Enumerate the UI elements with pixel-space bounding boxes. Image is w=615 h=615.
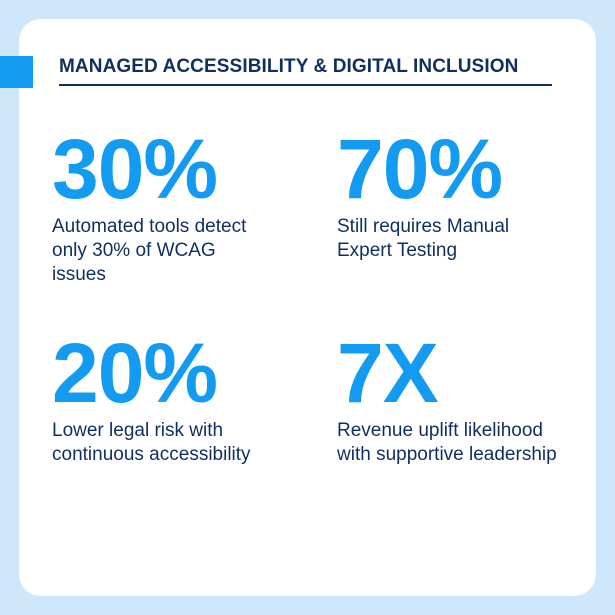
stat-value: 20% <box>52 326 218 420</box>
stat-automated-tools: 30% Automated tools detect only 30% of W… <box>52 127 267 287</box>
accent-bar <box>0 56 33 88</box>
stat-legal-risk: 20% Lower legal risk with continuous acc… <box>52 331 312 467</box>
title-divider <box>59 84 552 86</box>
stat-value: 7X <box>337 326 439 420</box>
infographic-card <box>19 19 596 596</box>
stat-description: Still requires Manual Expert Testing <box>337 216 510 261</box>
stat-description: Automated tools detect only 30% of WCAG … <box>52 216 247 285</box>
stat-value: 30% <box>52 122 218 216</box>
page-title: MANAGED ACCESSIBILITY & DIGITAL INCLUSIO… <box>59 56 519 77</box>
stat-manual-testing: 70% Still requires Manual Expert Testing <box>337 127 567 263</box>
stat-value: 70% <box>337 122 503 216</box>
stat-description: Revenue uplift likelihood with supportiv… <box>337 420 557 465</box>
stat-description: Lower legal risk with continuous accessi… <box>52 420 251 465</box>
stat-revenue-uplift: 7X Revenue uplift likelihood with suppor… <box>337 331 567 467</box>
